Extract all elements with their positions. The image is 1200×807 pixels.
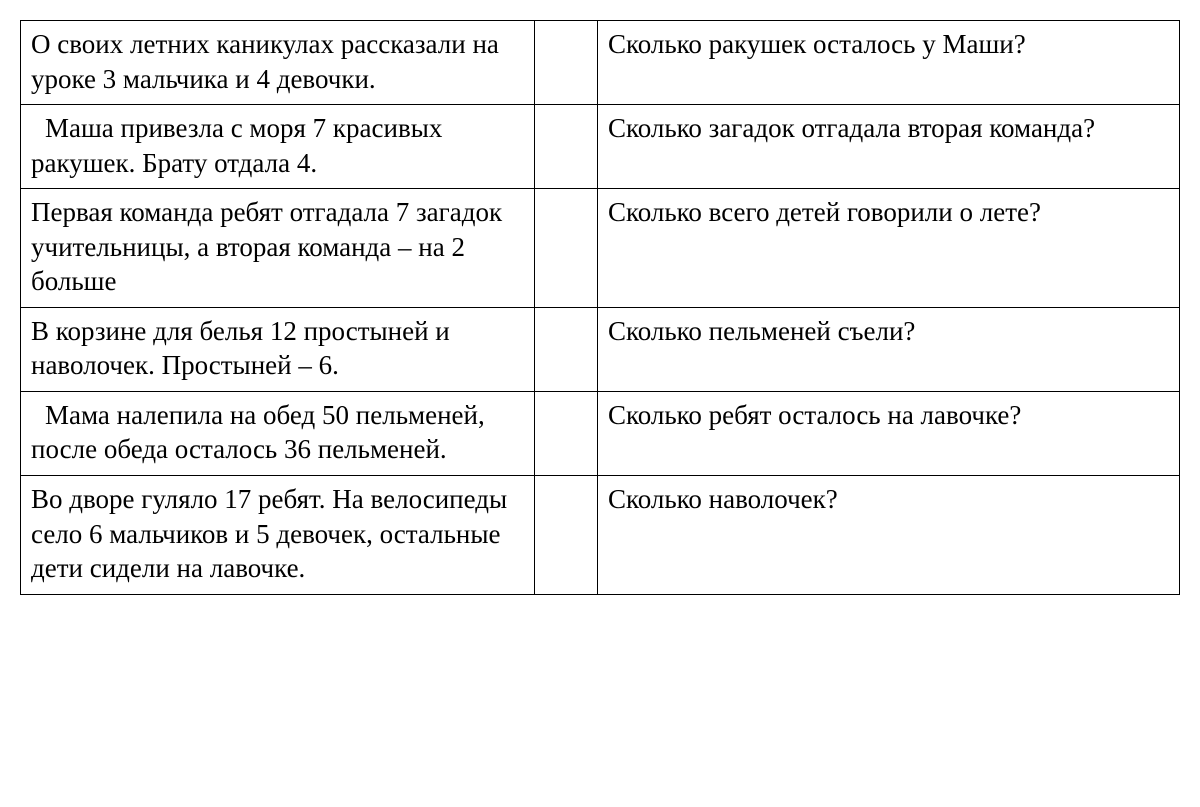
cell-question: Сколько наволочек? — [597, 476, 1179, 595]
cell-empty — [534, 189, 597, 308]
cell-question: Сколько загадок отгадала вторая команда? — [597, 105, 1179, 189]
cell-question: Сколько пельменей съели? — [597, 307, 1179, 391]
cell-empty — [534, 391, 597, 475]
table-row: Мама налепила на обед 50 пельменей, посл… — [21, 391, 1180, 475]
cell-condition: О своих летних каникулах рассказали на у… — [21, 21, 535, 105]
cell-question: Сколько ребят осталось на лавочке? — [597, 391, 1179, 475]
cell-empty — [534, 476, 597, 595]
table-row: Первая команда ребят отгадала 7 загадок … — [21, 189, 1180, 308]
cell-empty — [534, 105, 597, 189]
table-row: О своих летних каникулах рассказали на у… — [21, 21, 1180, 105]
matching-table: О своих летних каникулах рассказали на у… — [20, 20, 1180, 595]
table-body: О своих летних каникулах рассказали на у… — [21, 21, 1180, 595]
table-row: Во дворе гуляло 17 ребят. На велосипеды … — [21, 476, 1180, 595]
cell-condition: Первая команда ребят отгадала 7 загадок … — [21, 189, 535, 308]
cell-question: Сколько ракушек осталось у Маши? — [597, 21, 1179, 105]
table-row: В корзине для белья 12 простыней и навол… — [21, 307, 1180, 391]
cell-condition: Во дворе гуляло 17 ребят. На велосипеды … — [21, 476, 535, 595]
cell-condition: Маша привезла с моря 7 красивых ракушек.… — [21, 105, 535, 189]
cell-condition: Мама налепила на обед 50 пельменей, посл… — [21, 391, 535, 475]
cell-empty — [534, 21, 597, 105]
cell-empty — [534, 307, 597, 391]
cell-question: Сколько всего детей говорили о лете? — [597, 189, 1179, 308]
table-row: Маша привезла с моря 7 красивых ракушек.… — [21, 105, 1180, 189]
cell-condition: В корзине для белья 12 простыней и навол… — [21, 307, 535, 391]
